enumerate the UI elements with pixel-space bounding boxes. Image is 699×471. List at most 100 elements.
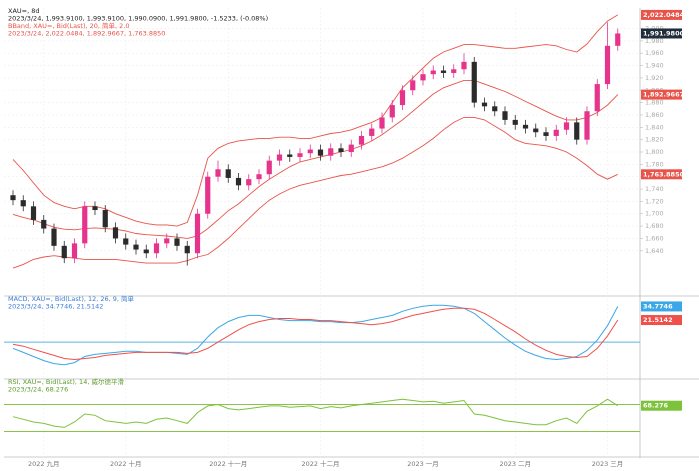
candle-body [133,244,139,250]
candle-body [174,238,180,246]
band-label-box [641,9,682,20]
x-tick-label: 2022 十月 [110,459,142,468]
candle-body [112,227,119,239]
candle-body [471,61,477,103]
y-tick-label: 1,860 [645,111,664,119]
candle-body [533,128,539,133]
x-tick-label: 2022 九月 [28,459,60,468]
candle-body [10,195,16,201]
candle-body [430,70,436,75]
candle-body [153,243,160,254]
y-tick-label: 1,800 [645,148,664,156]
candle-body [297,153,303,157]
candle-body [604,45,611,85]
band-label: 1,892.9667 [643,91,684,99]
candle-body [389,105,395,118]
candle-body [584,111,590,140]
y-tick-label: 1,720 [645,197,664,205]
candle-body [317,149,324,156]
candle-body [574,122,580,140]
candle-body [143,249,149,254]
candle-body [41,219,47,229]
candle-body [92,206,98,211]
indicator-line [12,398,619,428]
candle-body [522,124,529,129]
candle-body [553,129,559,136]
y-tick-label: 1,820 [645,136,664,144]
candle-body [246,179,252,186]
y-tick-label: 1,920 [645,74,664,82]
value-label: 34.7746 [643,302,673,310]
y-tick-label: 1,960 [645,49,664,57]
x-tick-label: 2022 十二月 [301,459,339,468]
candle-body [399,90,406,106]
value-label-box [641,400,682,411]
candle-body [563,122,570,130]
legend-text: 2023/3/24, 34.7746, 21.5142 [8,303,103,311]
x-tick-label: 2023 一月 [407,460,439,468]
candle-body [82,206,88,244]
y-tick-label: 1,700 [645,210,664,218]
legend-text: 2023/3/24, 2,022.0484, 1,892.9667, 1,763… [8,30,165,38]
candle-body [123,238,129,245]
legend-text: 2023/3/24, 1,993.9100, 1,993.9100, 1,990… [8,15,268,23]
candle-body [461,61,467,70]
candle-body [287,154,293,157]
candle-body [594,84,600,112]
band-label-box [641,169,682,180]
x-tick-label: 2022 十一月 [209,459,247,468]
y-tick-label: 1,660 [645,234,664,242]
candle-body [543,132,549,136]
candle-body [338,148,344,152]
legend-text: MACD, XAU=, Bid(Last), 12, 26, 9, 简单 [8,294,135,303]
y-tick-label: 1,680 [645,222,664,230]
candle-body [61,245,67,259]
candle-body [20,200,26,207]
candle-body [440,70,447,73]
value-label-box [641,315,682,326]
band-label: 1,763.8850 [643,170,685,178]
candle-body [492,106,498,112]
y-tick-label: 1,980 [645,37,664,45]
band-label-box [641,89,682,100]
last-price-label: 1,991.9800 [643,29,685,37]
candle-body [71,243,78,259]
candle-body [184,245,190,254]
legend-text: XAU=, 8d [8,7,40,15]
y-tick-label: 1,740 [645,185,664,193]
value-label: 21.5142 [643,316,673,324]
x-tick-label: 2023 三月 [592,460,624,468]
last-price-label-box [641,28,682,39]
candle-body [512,119,518,125]
candle-body [451,69,457,73]
candle-body [51,228,57,246]
candle-body [481,102,488,107]
indicator-line [12,307,619,361]
bollinger-upper [12,14,619,227]
candle-body [420,74,426,81]
candle-body [358,135,365,145]
candle-body [328,148,334,156]
indicator-line [12,304,619,366]
candle-body [30,206,37,220]
candle-body [164,238,170,244]
legend-text: BBand, XAU=, Bid(Last), 20, 简单, 2.0 [8,21,130,30]
legend-text: 2023/3/24, 68.276 [8,386,68,394]
candle-body [194,213,201,254]
candle-body [276,154,283,161]
candle-body [266,160,272,175]
candle-body [379,117,385,129]
bollinger-lower [12,116,618,269]
x-tick-label: 2023 二月 [499,460,531,468]
y-tick-label: 1,840 [645,123,664,131]
y-tick-label: 1,640 [645,247,664,255]
band-label: 2,022.0484 [643,11,685,19]
candle-body [307,149,313,154]
candle-body [205,176,211,214]
candle-body [225,169,231,178]
legend-text: RSI, XAU=, Bid(Last), 14, 威尔德平滑 [8,377,124,386]
candle-body [235,177,242,186]
candle-body [215,169,221,177]
